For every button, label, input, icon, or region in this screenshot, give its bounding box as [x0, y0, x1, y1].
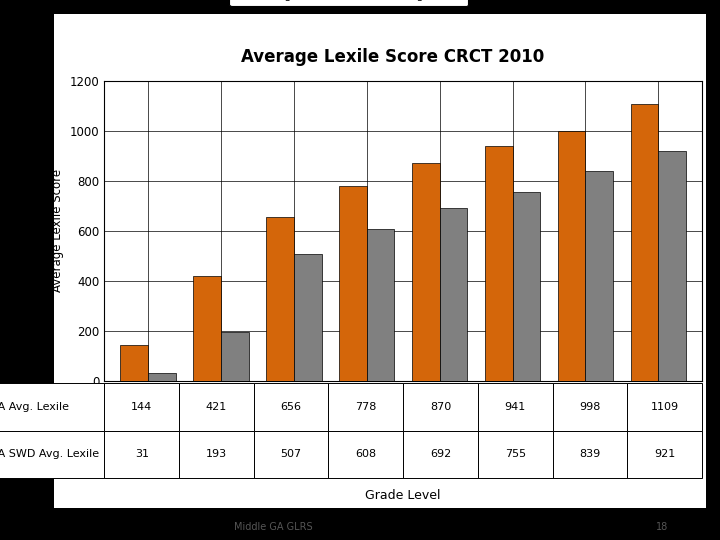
Text: Middle GA GLRS: Middle GA GLRS	[234, 522, 313, 531]
Bar	[120, 345, 148, 381]
Bar	[658, 151, 686, 381]
Text: Grade Level: Grade Level	[366, 489, 441, 502]
Bar	[412, 164, 440, 381]
Bar	[366, 229, 395, 381]
Bar	[221, 333, 248, 381]
Bar	[631, 104, 658, 381]
Bar	[558, 131, 585, 381]
Bar	[148, 373, 176, 381]
Y-axis label: Average Lexile Score: Average Lexile Score	[51, 169, 64, 293]
Bar	[440, 208, 467, 381]
Bar	[485, 146, 513, 381]
Bar	[513, 192, 540, 381]
Text: Average Lexile Score CRCT 2010: Average Lexile Score CRCT 2010	[240, 48, 544, 66]
Bar	[585, 171, 613, 381]
Bar	[266, 217, 294, 381]
Bar	[193, 275, 221, 381]
Bar	[294, 254, 322, 381]
Bar	[339, 186, 366, 381]
Legend: GA Avg. Lexile, GA SWD Avg. Lexile: GA Avg. Lexile, GA SWD Avg. Lexile	[230, 0, 469, 6]
Text: 18: 18	[656, 522, 669, 531]
